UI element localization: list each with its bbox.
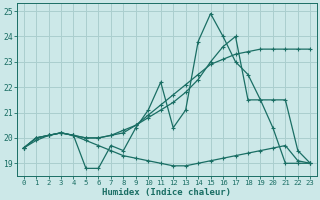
X-axis label: Humidex (Indice chaleur): Humidex (Indice chaleur) [102, 188, 231, 197]
